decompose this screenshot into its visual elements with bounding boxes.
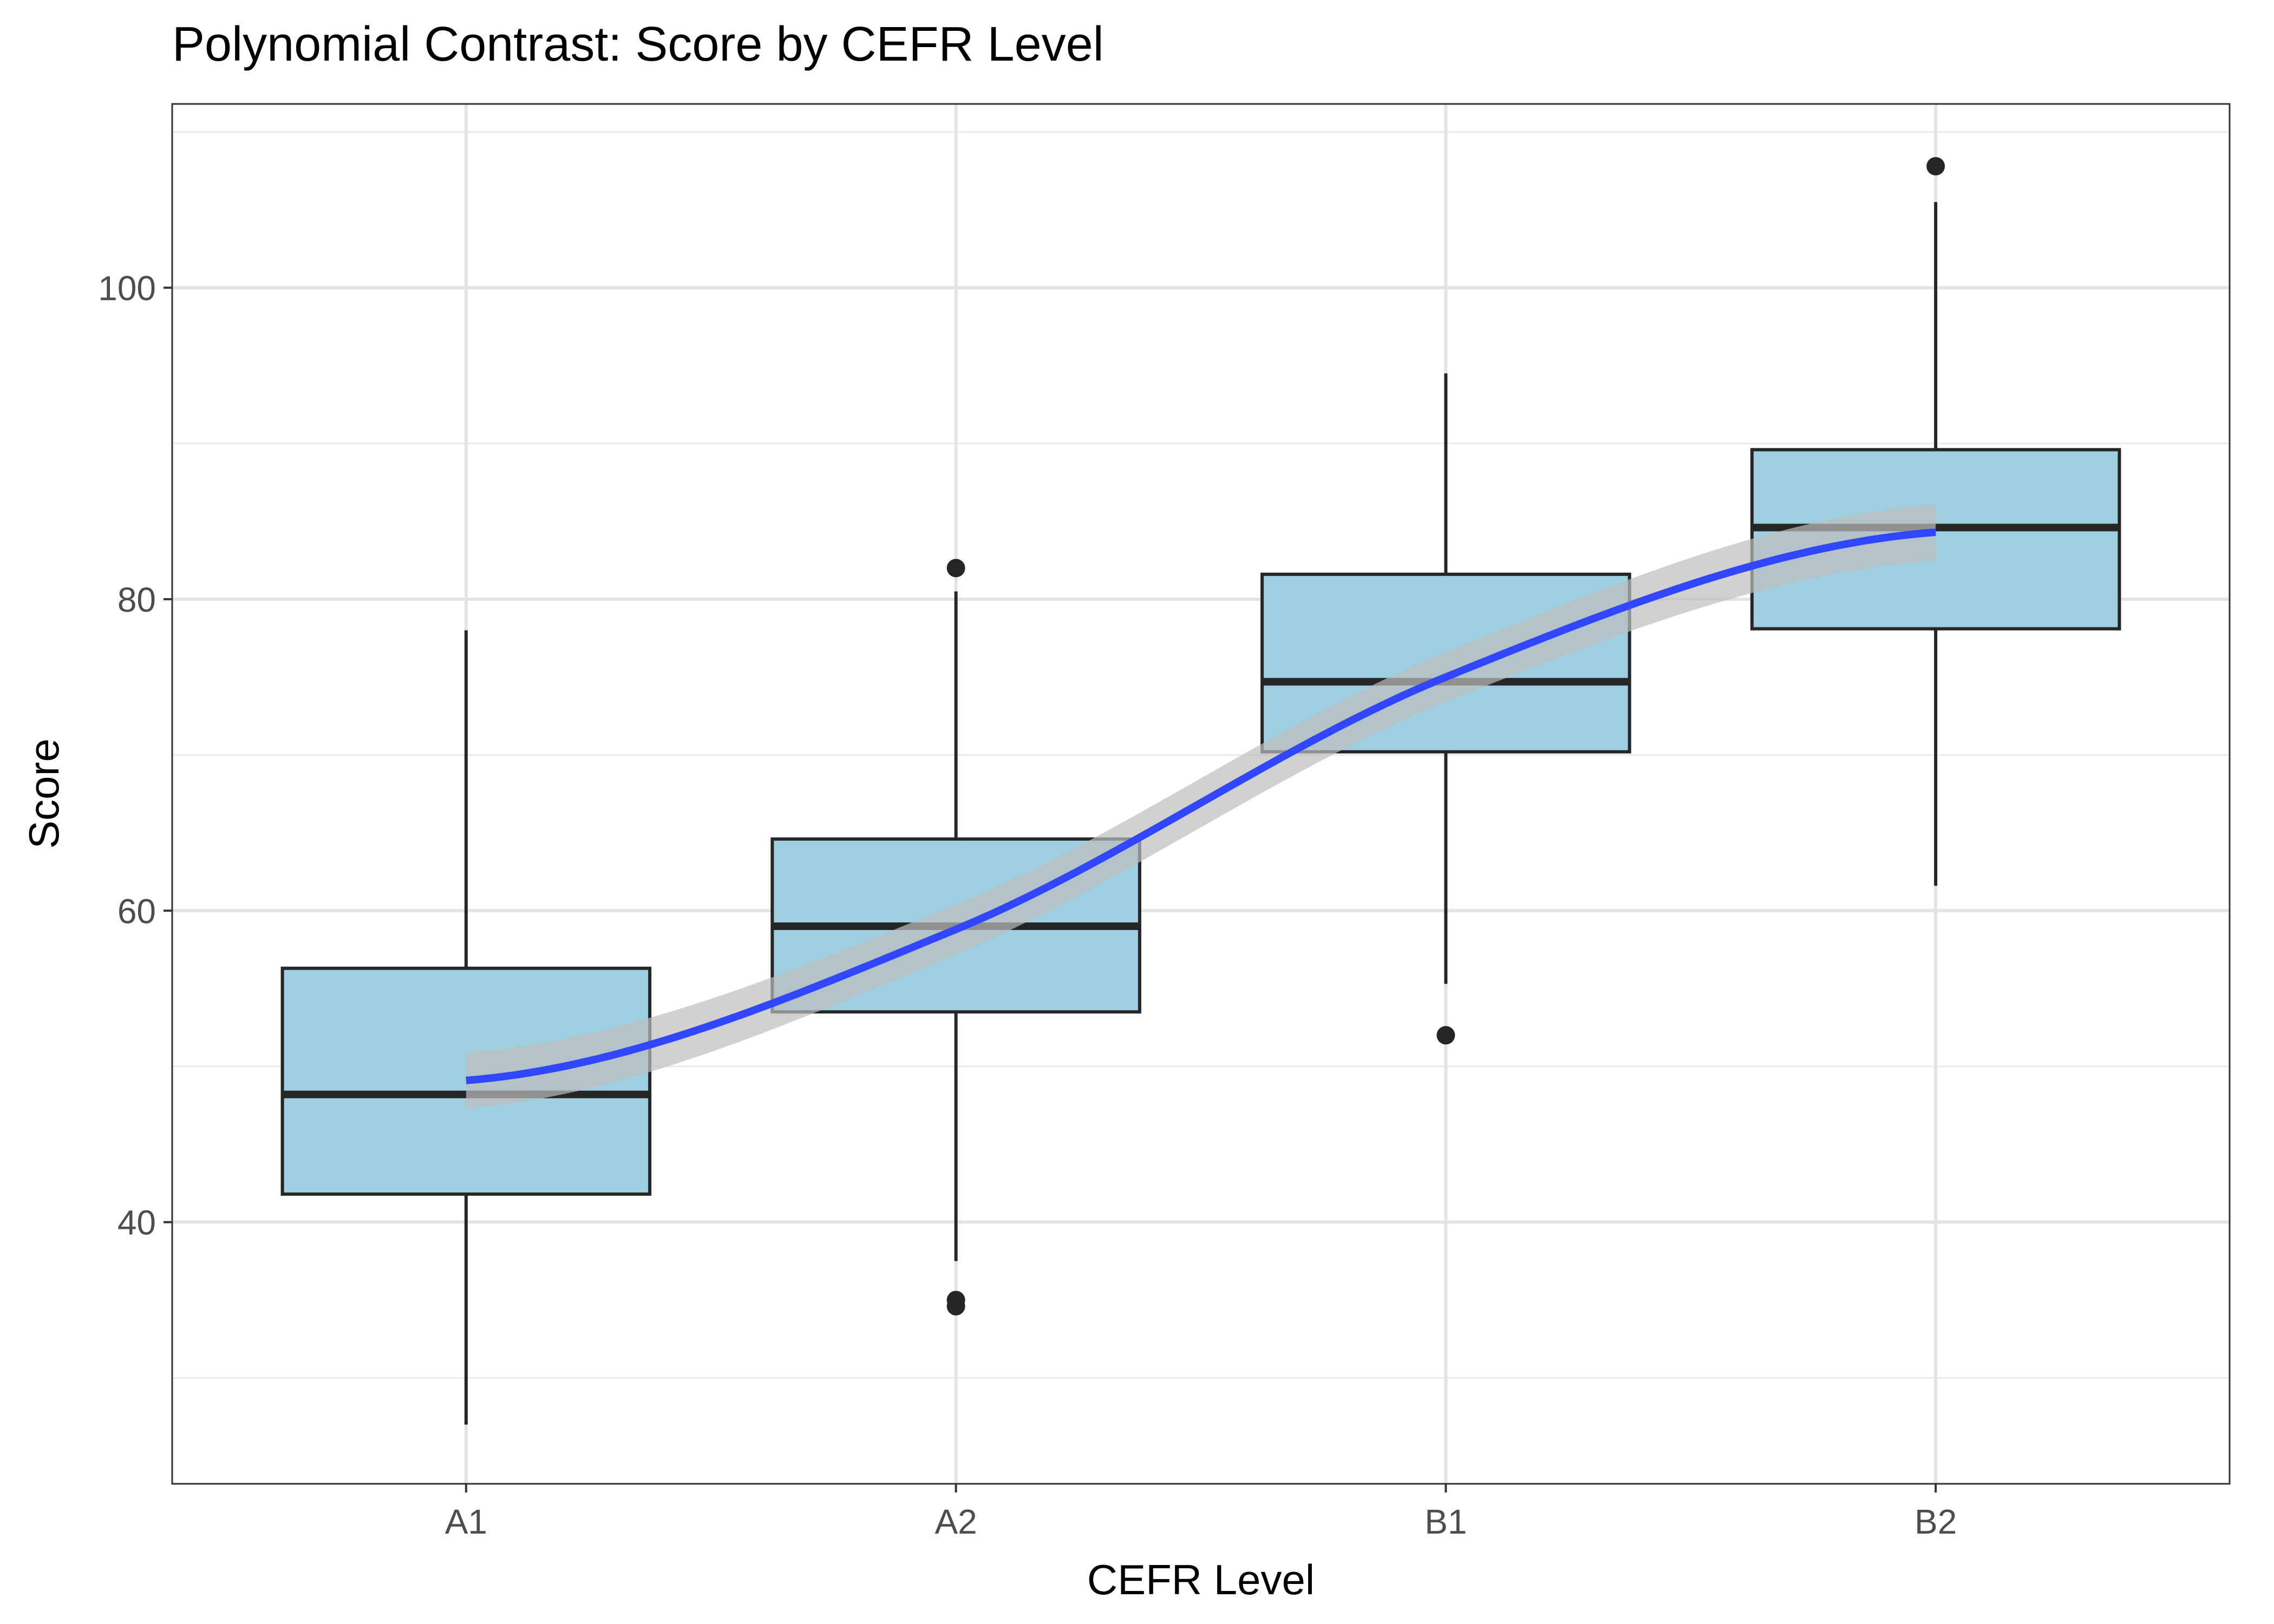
- y-tick-label: 100: [98, 269, 156, 307]
- outlier-point: [1436, 1026, 1455, 1045]
- x-tick-label: A2: [935, 1502, 977, 1541]
- y-axis-title: Score: [20, 738, 68, 849]
- x-tick-label: A1: [445, 1502, 487, 1541]
- axes: 40 60 80 100 A1 A2 B1 B2: [98, 269, 1957, 1541]
- plot-panel-border: [171, 103, 2231, 1485]
- trend-curve: [466, 528, 1936, 1084]
- x-tick-label: B1: [1424, 1502, 1467, 1541]
- y-tick-label: 40: [117, 1203, 156, 1242]
- trend-line: [466, 528, 1936, 1084]
- x-axis-title: CEFR Level: [1087, 1556, 1315, 1603]
- outlier-point: [946, 559, 965, 578]
- chart-title: Polynomial Contrast: Score by CEFR Level: [172, 17, 1104, 71]
- outlier-point: [946, 1297, 965, 1316]
- y-tick-label: 80: [117, 580, 156, 619]
- outlier-point: [1926, 157, 1945, 176]
- y-tick-label: 60: [117, 892, 156, 931]
- x-tick-label: B2: [1914, 1502, 1957, 1541]
